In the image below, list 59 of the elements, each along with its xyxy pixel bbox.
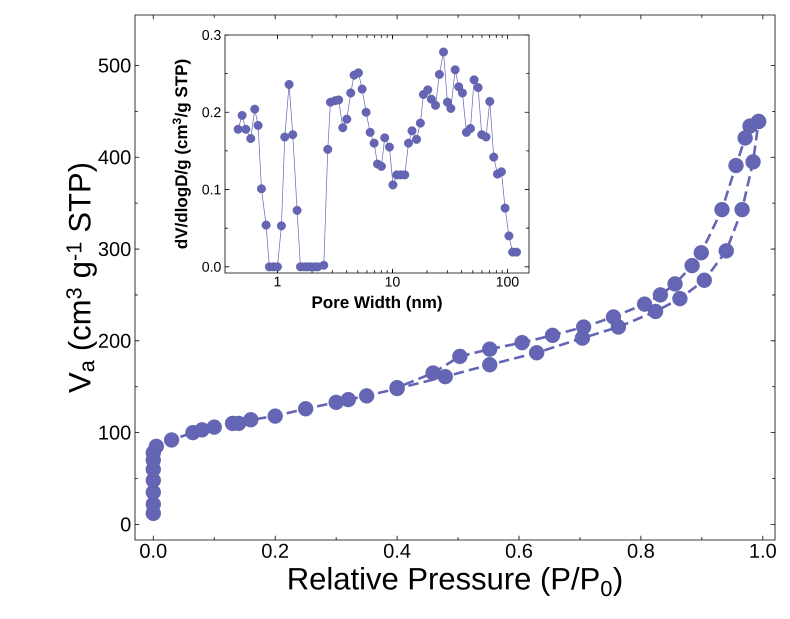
point [718, 243, 734, 259]
point [243, 412, 258, 428]
point [438, 368, 453, 384]
point [696, 272, 712, 288]
point [652, 287, 668, 303]
y-tick-label: 0 [120, 517, 130, 532]
y-tick-label: 400 [98, 150, 130, 164]
point [230, 416, 246, 432]
point [482, 357, 498, 372]
point [648, 304, 664, 320]
x-tick-label: 0.0 [140, 544, 166, 558]
point [425, 365, 441, 381]
x-axis-title: Pore Width (nm) [312, 296, 442, 312]
x-tick-label: 1.0 [750, 544, 776, 558]
point [694, 245, 709, 260]
point [606, 309, 622, 325]
x-tick-label: 10 [386, 276, 400, 287]
x-tick-label: 1 [274, 276, 281, 286]
point [672, 290, 688, 306]
point [576, 319, 592, 335]
x-tick-label: 0.8 [628, 544, 654, 558]
point [194, 422, 210, 438]
y-tick-label: 100 [99, 426, 130, 440]
point [745, 154, 761, 170]
y-tick-label: 0.2 [202, 107, 221, 118]
point [328, 394, 344, 410]
point [714, 202, 730, 218]
point [544, 328, 560, 343]
point [742, 118, 758, 134]
point [358, 388, 374, 404]
point [636, 296, 652, 312]
y-tick-label: 0.1 [202, 184, 221, 195]
point [268, 408, 283, 424]
y-tick-label: 0.0 [202, 262, 221, 272]
point [206, 419, 222, 435]
x-tick-label: 0.6 [506, 544, 532, 558]
y-axis-title: dV/dlogD/g (cm$^{3}$/g STP) [172, 60, 191, 248]
point [734, 202, 750, 218]
y-tick-label: 300 [98, 242, 130, 256]
x-axis-title: Relative Pressure (P/P$_{0}$) [289, 566, 622, 596]
y-tick-label: 0.3 [202, 30, 221, 40]
y-tick-label: 200 [98, 334, 130, 348]
point [482, 341, 498, 357]
x-tick-label: 0.4 [384, 544, 410, 558]
point [298, 401, 314, 416]
point [728, 158, 744, 174]
point [452, 348, 468, 364]
point [148, 438, 164, 454]
point [737, 130, 753, 146]
y-axis-title: V$_{a}$ (cm$^{3}$ g$^{-1}$ STP) [66, 164, 97, 393]
point [667, 276, 683, 292]
point [514, 335, 530, 350]
point [684, 258, 700, 274]
x-tick-label: 0.2 [262, 544, 288, 558]
x-tick-label: 100 [496, 276, 519, 287]
y-tick-label: 500 [98, 58, 130, 73]
point [164, 432, 180, 448]
point [340, 392, 356, 408]
point [529, 345, 544, 360]
